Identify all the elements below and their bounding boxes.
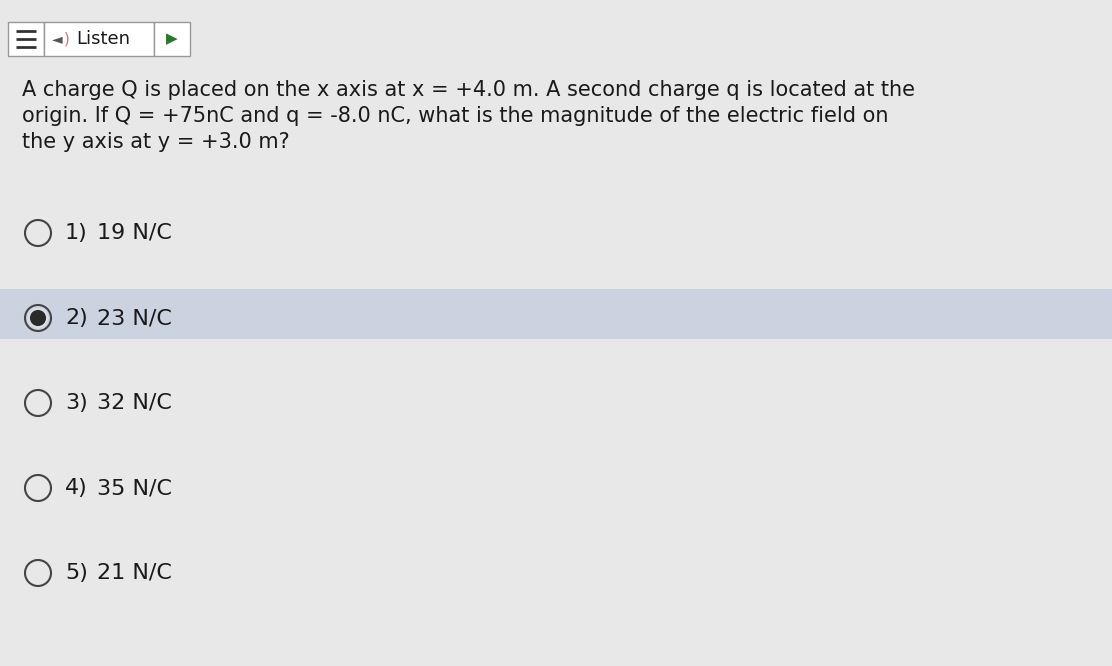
- Bar: [0, 289, 1112, 339]
- Text: A charge Q is placed on the x axis at x = +4.0 m. A second charge q is located a: A charge Q is placed on the x axis at x …: [22, 80, 915, 100]
- Text: the y axis at y = +3.0 m?: the y axis at y = +3.0 m?: [22, 132, 290, 152]
- Circle shape: [28, 308, 49, 328]
- Text: 3): 3): [64, 393, 88, 413]
- Text: origin. If Q = +75nC and q = -8.0 nC, what is the magnitude of the electric fiel: origin. If Q = +75nC and q = -8.0 nC, wh…: [22, 106, 888, 126]
- Text: 35 N/C: 35 N/C: [97, 478, 172, 498]
- FancyBboxPatch shape: [8, 22, 44, 56]
- Circle shape: [31, 311, 44, 325]
- Text: ◄: ◄: [52, 32, 62, 46]
- FancyBboxPatch shape: [44, 22, 153, 56]
- Circle shape: [30, 310, 46, 326]
- Text: ): ): [64, 31, 70, 47]
- FancyBboxPatch shape: [153, 22, 190, 56]
- Text: 2): 2): [64, 308, 88, 328]
- Text: 1): 1): [64, 223, 88, 243]
- Text: 19 N/C: 19 N/C: [97, 223, 172, 243]
- Text: ▶: ▶: [166, 31, 178, 47]
- Text: 5): 5): [64, 563, 88, 583]
- Text: 32 N/C: 32 N/C: [97, 393, 172, 413]
- Text: 23 N/C: 23 N/C: [97, 308, 172, 328]
- Text: 21 N/C: 21 N/C: [97, 563, 172, 583]
- Text: 4): 4): [64, 478, 88, 498]
- Text: Listen: Listen: [76, 30, 130, 48]
